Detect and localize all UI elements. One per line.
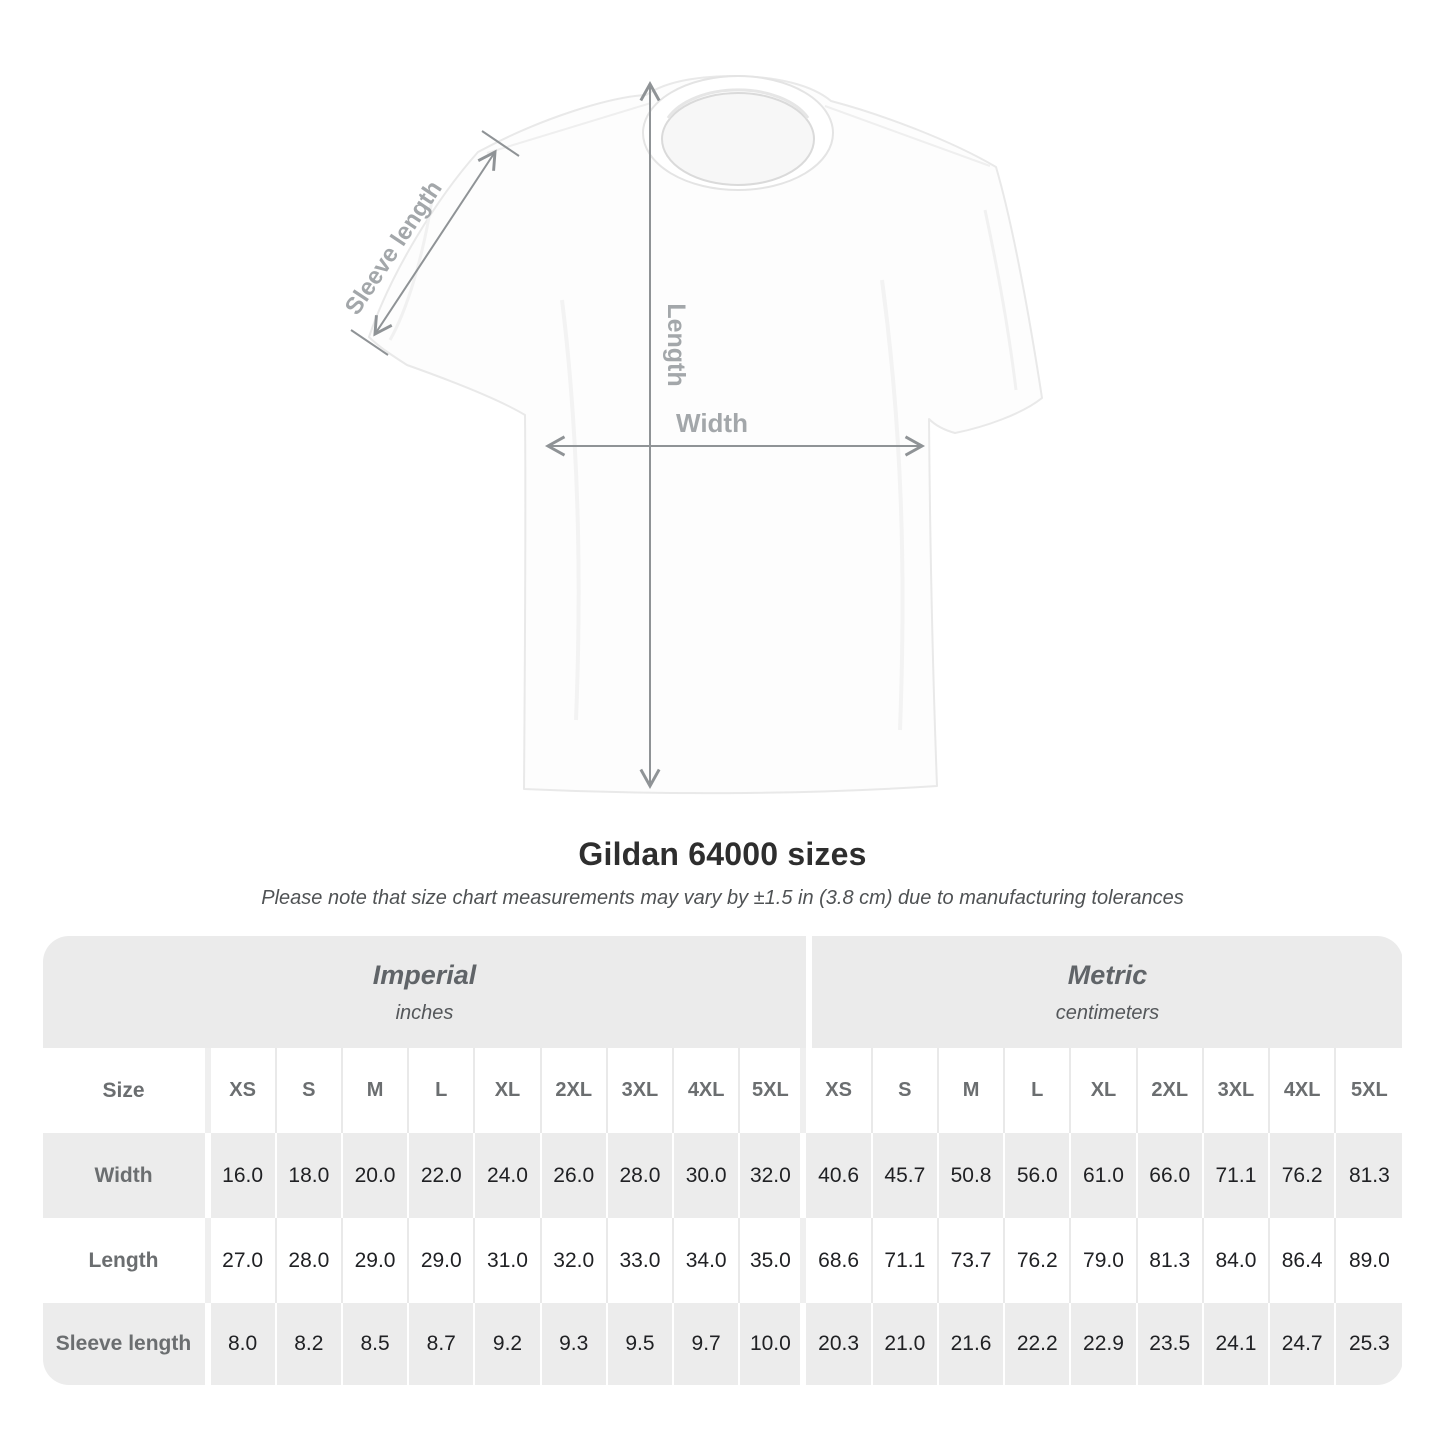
- size-header: XL: [1071, 1048, 1138, 1133]
- metric-subtitle: centimeters: [1055, 1001, 1160, 1024]
- measurement-value: 22.2: [1005, 1303, 1072, 1385]
- measurement-value: 45.7: [872, 1133, 939, 1218]
- measurement-value: 26.0: [541, 1133, 608, 1218]
- measurement-value: 84.0: [1203, 1218, 1271, 1303]
- collar-neck-hole: [661, 92, 815, 186]
- tshirt-measurement-figure: Sleeve length Length Width: [340, 75, 1043, 795]
- size-chart-table: Imperial inches Metric centimeters Size X…: [42, 936, 1403, 1385]
- measurement-value: 81.3: [1336, 1133, 1403, 1218]
- width-label: Width: [676, 408, 748, 438]
- measurement-value: 61.0: [1071, 1133, 1138, 1218]
- measurement-value: 22.9: [1071, 1303, 1138, 1385]
- measurement-row-label: Width: [42, 1133, 211, 1218]
- measurement-value: 16.0: [210, 1133, 277, 1218]
- measurement-value: 9.5: [607, 1303, 675, 1385]
- measurement-value: 29.0: [342, 1218, 410, 1303]
- measurement-value: 8.7: [409, 1303, 476, 1385]
- measurement-value: 71.1: [1203, 1133, 1271, 1218]
- measurement-value: 31.0: [475, 1218, 542, 1303]
- measurement-value: 21.6: [938, 1303, 1006, 1385]
- size-header: S: [872, 1048, 939, 1133]
- size-header: 5XL: [740, 1048, 807, 1133]
- imperial-subtitle: inches: [395, 1001, 454, 1024]
- measurement-value: 76.2: [1270, 1133, 1337, 1218]
- measurement-value: 76.2: [1005, 1218, 1072, 1303]
- size-header: 5XL: [1336, 1048, 1403, 1133]
- size-header: 3XL: [1203, 1048, 1271, 1133]
- page-title: Gildan 64000 sizes: [578, 836, 867, 872]
- group-header-imperial: Imperial inches: [42, 936, 807, 1048]
- size-header: M: [938, 1048, 1006, 1133]
- size-header: L: [409, 1048, 476, 1133]
- measurement-value: 25.3: [1336, 1303, 1403, 1385]
- measurement-value: 8.5: [342, 1303, 410, 1385]
- measurement-value: 20.3: [806, 1303, 873, 1385]
- title-block: Gildan 64000 sizes Please note that size…: [0, 836, 1445, 910]
- size-header: XS: [806, 1048, 873, 1133]
- measurement-value: 40.6: [806, 1133, 873, 1218]
- size-header: L: [1005, 1048, 1072, 1133]
- measurement-value: 24.0: [475, 1133, 542, 1218]
- measurement-value: 50.8: [938, 1133, 1006, 1218]
- measurement-row-label: Length: [42, 1218, 211, 1303]
- measurement-value: 10.0: [740, 1303, 807, 1385]
- measurement-value: 81.3: [1137, 1218, 1204, 1303]
- size-header: S: [276, 1048, 343, 1133]
- measurement-value: 28.0: [607, 1133, 675, 1218]
- measurement-value: 21.0: [872, 1303, 939, 1385]
- size-header: 3XL: [607, 1048, 675, 1133]
- size-header: XL: [475, 1048, 542, 1133]
- measurement-value: 32.0: [541, 1218, 608, 1303]
- tolerance-note: Please note that size chart measurements…: [261, 887, 1184, 909]
- sleeve-arrow-end-tick: [481, 130, 520, 157]
- size-header: 4XL: [674, 1048, 741, 1133]
- measurement-value: 35.0: [740, 1218, 807, 1303]
- measurement-value: 27.0: [210, 1218, 277, 1303]
- measurement-value: 24.1: [1203, 1303, 1271, 1385]
- measurement-value: 9.3: [541, 1303, 608, 1385]
- tshirt-shape: [368, 75, 1043, 795]
- measurement-value: 68.6: [806, 1218, 873, 1303]
- measurement-value: 8.2: [276, 1303, 343, 1385]
- sleeve-arrow-end-tick: [350, 329, 389, 356]
- measurement-value: 9.2: [475, 1303, 542, 1385]
- measurement-value: 28.0: [276, 1218, 343, 1303]
- measurement-value: 18.0: [276, 1133, 343, 1218]
- size-header: M: [342, 1048, 410, 1133]
- size-header: 4XL: [1270, 1048, 1337, 1133]
- measurement-value: 29.0: [409, 1218, 476, 1303]
- measurement-value: 32.0: [740, 1133, 807, 1218]
- measurement-value: 23.5: [1137, 1303, 1204, 1385]
- tshirt-illustration: Sleeve length Length Width: [340, 75, 1043, 795]
- measurement-value: 71.1: [872, 1218, 939, 1303]
- sleeve-length-arrow: [373, 149, 497, 337]
- imperial-title: Imperial: [372, 959, 477, 990]
- length-label: Length: [662, 303, 690, 386]
- measurement-value: 22.0: [409, 1133, 476, 1218]
- measurement-value: 8.0: [210, 1303, 277, 1385]
- measurement-value: 73.7: [938, 1218, 1006, 1303]
- measurement-value: 66.0: [1137, 1133, 1204, 1218]
- measurement-value: 20.0: [342, 1133, 410, 1218]
- measurement-value: 24.7: [1270, 1303, 1337, 1385]
- metric-title: Metric: [1067, 959, 1148, 990]
- measurement-value: 79.0: [1071, 1218, 1138, 1303]
- group-header-metric: Metric centimeters: [806, 936, 1403, 1048]
- size-header: 2XL: [541, 1048, 608, 1133]
- measurement-value: 86.4: [1270, 1218, 1337, 1303]
- measurement-value: 30.0: [674, 1133, 741, 1218]
- measurement-value: 34.0: [674, 1218, 741, 1303]
- measurement-value: 9.7: [674, 1303, 741, 1385]
- size-header: 2XL: [1137, 1048, 1204, 1133]
- measurement-value: 56.0: [1005, 1133, 1072, 1218]
- measurement-row-label: Sleeve length: [42, 1303, 211, 1385]
- size-header: XS: [210, 1048, 277, 1133]
- measurement-value: 33.0: [607, 1218, 675, 1303]
- size-row-label: Size: [42, 1048, 211, 1133]
- measurement-value: 89.0: [1336, 1218, 1403, 1303]
